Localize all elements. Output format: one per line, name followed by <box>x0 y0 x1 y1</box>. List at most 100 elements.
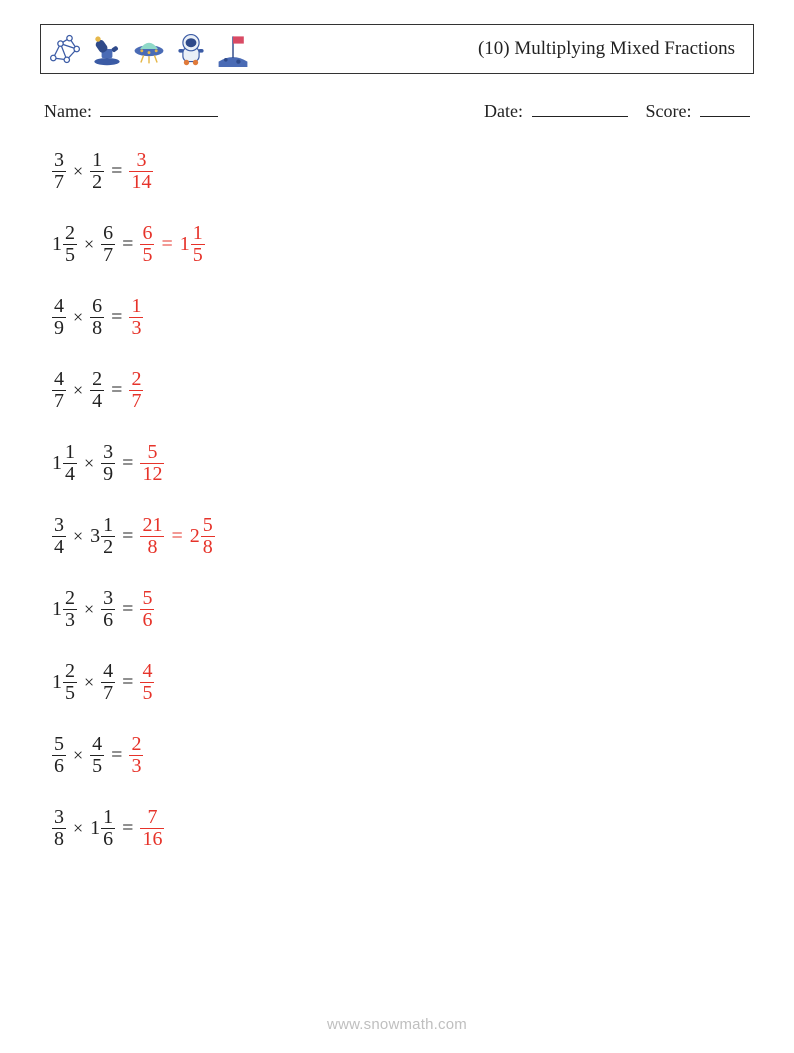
answer: 716 <box>140 807 164 850</box>
answer: 27 <box>129 369 143 412</box>
numerator: 1 <box>63 442 77 463</box>
telescope-icon <box>89 31 125 67</box>
fraction: 13 <box>129 296 143 339</box>
mixed-number: 56 <box>52 734 66 777</box>
name-label: Name: <box>44 101 92 121</box>
fraction: 67 <box>101 223 115 266</box>
problems-list: 37×12=314125×67=65=11549×68=1347×24=2711… <box>40 150 754 850</box>
numerator: 2 <box>63 661 77 682</box>
denominator: 6 <box>101 829 115 850</box>
numerator: 1 <box>101 807 115 828</box>
fraction: 68 <box>90 296 104 339</box>
problem-row: 49×68=13 <box>52 296 754 339</box>
denominator: 4 <box>90 391 104 412</box>
answer: 314 <box>129 150 153 193</box>
fraction: 25 <box>63 223 77 266</box>
numerator: 1 <box>101 515 115 536</box>
denominator: 6 <box>101 610 115 631</box>
mixed-number: 49 <box>52 296 66 339</box>
ufo-icon <box>131 31 167 67</box>
answer: 56 <box>140 588 154 631</box>
numerator: 6 <box>90 296 104 317</box>
mixed-number: 125 <box>52 223 77 266</box>
fraction: 65 <box>140 223 154 266</box>
numerator: 2 <box>90 369 104 390</box>
fraction: 47 <box>101 661 115 704</box>
denominator: 8 <box>90 318 104 339</box>
mixed-number: 125 <box>52 661 77 704</box>
numerator: 5 <box>52 734 66 755</box>
name-field: Name: <box>44 98 218 122</box>
fraction: 45 <box>90 734 104 777</box>
numerator: 4 <box>52 296 66 317</box>
fraction: 23 <box>129 734 143 777</box>
denominator: 3 <box>63 610 77 631</box>
times-operator: × <box>73 162 83 180</box>
denominator: 6 <box>140 610 154 631</box>
numerator: 3 <box>134 150 148 171</box>
numerator: 5 <box>140 588 154 609</box>
problem-row: 56×45=23 <box>52 734 754 777</box>
problem-row: 47×24=27 <box>52 369 754 412</box>
equals-sign: = <box>122 599 133 619</box>
denominator: 9 <box>52 318 66 339</box>
answer: 65 <box>140 223 154 266</box>
icon-strip <box>47 31 251 67</box>
fraction: 716 <box>140 807 164 850</box>
date-blank[interactable] <box>532 98 628 117</box>
answer: 115 <box>180 223 205 266</box>
mixed-number: 38 <box>52 807 66 850</box>
denominator: 5 <box>191 245 205 266</box>
fraction: 36 <box>101 588 115 631</box>
denominator: 7 <box>101 683 115 704</box>
equals-sign: = <box>111 745 122 765</box>
problem-row: 125×47=45 <box>52 661 754 704</box>
flag-moon-icon <box>215 31 251 67</box>
denominator: 5 <box>140 245 154 266</box>
numerator: 3 <box>52 515 66 536</box>
problem-row: 114×39=512 <box>52 442 754 485</box>
whole-part: 1 <box>180 234 190 254</box>
fraction: 27 <box>129 369 143 412</box>
denominator: 14 <box>129 172 153 193</box>
times-operator: × <box>73 381 83 399</box>
problem-row: 34×312=218=258 <box>52 515 754 558</box>
fraction: 58 <box>201 515 215 558</box>
fraction: 15 <box>191 223 205 266</box>
answer: 218 <box>140 515 164 558</box>
fraction: 24 <box>90 369 104 412</box>
denominator: 5 <box>140 683 154 704</box>
fraction: 38 <box>52 807 66 850</box>
score-label: Score: <box>646 101 692 121</box>
equals-sign: = <box>171 526 182 546</box>
denominator: 9 <box>101 464 115 485</box>
equals-sign: = <box>111 307 122 327</box>
denominator: 12 <box>140 464 164 485</box>
times-operator: × <box>84 454 94 472</box>
numerator: 4 <box>90 734 104 755</box>
answer: 258 <box>190 515 215 558</box>
denominator: 2 <box>90 172 104 193</box>
worksheet-page: (10) Multiplying Mixed Fractions Name: D… <box>0 0 794 1053</box>
problem-row: 37×12=314 <box>52 150 754 193</box>
score-blank[interactable] <box>700 98 750 117</box>
denominator: 5 <box>90 756 104 777</box>
fraction: 37 <box>52 150 66 193</box>
numerator: 4 <box>140 661 154 682</box>
numerator: 5 <box>145 442 159 463</box>
mixed-number: 39 <box>101 442 115 485</box>
denominator: 6 <box>52 756 66 777</box>
name-blank[interactable] <box>100 98 218 117</box>
mixed-number: 37 <box>52 150 66 193</box>
denominator: 7 <box>52 391 66 412</box>
date-label: Date: <box>484 101 523 121</box>
equals-sign: = <box>122 526 133 546</box>
network-graph-icon <box>47 31 83 67</box>
numerator: 4 <box>101 661 115 682</box>
denominator: 2 <box>101 537 115 558</box>
numerator: 3 <box>101 588 115 609</box>
whole-part: 1 <box>52 234 62 254</box>
fraction: 34 <box>52 515 66 558</box>
denominator: 8 <box>52 829 66 850</box>
mixed-number: 114 <box>52 442 77 485</box>
